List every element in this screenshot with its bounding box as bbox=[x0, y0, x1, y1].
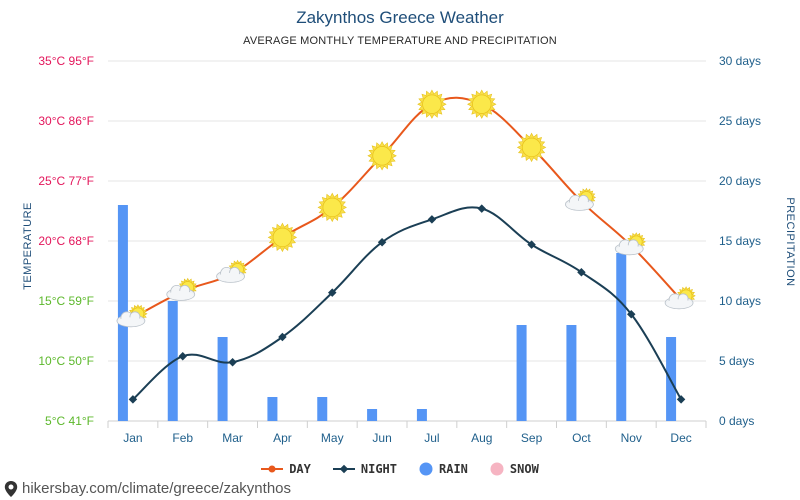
rain-bar bbox=[516, 325, 527, 421]
cloud-shape bbox=[614, 239, 644, 256]
cloud-shape bbox=[166, 284, 196, 301]
cloud-fill bbox=[217, 272, 244, 282]
x-tick-label: Sep bbox=[521, 431, 543, 445]
sun-icon bbox=[467, 89, 497, 119]
legend: DAY NIGHT RAIN SNOW bbox=[0, 462, 800, 476]
cloud-sun-icon bbox=[116, 304, 148, 328]
y-left-tick-label: 5°C 41°F bbox=[45, 414, 94, 428]
y-right-tick-label: 15 days bbox=[719, 234, 761, 248]
sun-icon bbox=[516, 132, 547, 163]
night-point bbox=[577, 267, 586, 277]
cloud-sun-icon bbox=[166, 277, 198, 301]
x-tick-label: Jan bbox=[123, 431, 142, 445]
cloud-sun-icon bbox=[614, 232, 646, 256]
y-right-tick-label: 30 days bbox=[719, 54, 761, 68]
x-tick-label: Feb bbox=[172, 431, 193, 445]
x-tick-label: Jun bbox=[372, 431, 391, 445]
night-point bbox=[128, 395, 138, 404]
rain-bar bbox=[217, 337, 228, 421]
cloud-shape bbox=[664, 293, 694, 310]
cloud-shape bbox=[116, 311, 146, 328]
rain-bar bbox=[616, 253, 627, 421]
cloud-fill bbox=[666, 299, 693, 309]
rain-bar bbox=[566, 325, 577, 421]
night-point bbox=[676, 395, 686, 404]
cloud-fill bbox=[566, 200, 593, 210]
legend-day-label: DAY bbox=[289, 462, 311, 476]
night-point bbox=[627, 309, 636, 319]
night-point bbox=[228, 357, 237, 367]
x-tick-label: Dec bbox=[670, 431, 691, 445]
x-tick-label: Apr bbox=[273, 431, 292, 445]
y-left-tick-label: 25°C 77°F bbox=[38, 174, 94, 188]
cloud-shape bbox=[565, 194, 594, 211]
sun-core bbox=[521, 137, 542, 158]
night-point bbox=[178, 351, 187, 361]
cloud-sun-icon bbox=[664, 286, 696, 310]
y-right-tick-label: 10 days bbox=[719, 294, 761, 308]
legend-night-label: NIGHT bbox=[360, 462, 397, 476]
day-line-icon bbox=[261, 465, 284, 473]
night-point bbox=[477, 204, 486, 213]
x-tick-label: May bbox=[321, 431, 344, 445]
night-line bbox=[132, 206, 682, 401]
sun-icon bbox=[317, 192, 347, 223]
sun-core bbox=[422, 94, 442, 114]
chart-subtitle: AVERAGE MONTHLY TEMPERATURE AND PRECIPIT… bbox=[243, 35, 557, 47]
y-left-tick-label: 20°C 68°F bbox=[38, 234, 94, 248]
location-pin-icon bbox=[4, 480, 18, 497]
y-left-tick-label: 15°C 59°F bbox=[38, 294, 94, 308]
night-line-icon bbox=[332, 464, 355, 474]
snow-dot-icon bbox=[490, 462, 504, 476]
sun-core bbox=[471, 94, 492, 114]
chart-title: Zakynthos Greece Weather bbox=[296, 8, 504, 27]
night-point bbox=[377, 237, 387, 247]
sun-icon bbox=[417, 89, 447, 119]
sun-core bbox=[322, 197, 342, 218]
rain-bar bbox=[416, 409, 427, 421]
legend-rain[interactable]: RAIN bbox=[419, 462, 468, 476]
rain-bar bbox=[267, 397, 278, 421]
y-left-tick-label: 35°C 95°F bbox=[38, 54, 94, 68]
y-right-tick-label: 25 days bbox=[719, 114, 761, 128]
night-point bbox=[427, 215, 437, 224]
x-tick-label: Mar bbox=[222, 431, 243, 445]
sun-core bbox=[372, 146, 392, 166]
footer-link[interactable]: hikersbay.com/climate/greece/zakynthos bbox=[22, 480, 292, 497]
legend-day[interactable]: DAY bbox=[261, 462, 311, 476]
cloud-sun-icon bbox=[565, 187, 597, 211]
cloud-fill bbox=[616, 245, 643, 255]
sun-icon bbox=[267, 222, 298, 253]
cloud-fill bbox=[117, 317, 144, 327]
rain-bar bbox=[317, 397, 328, 421]
y-right-tick-label: 20 days bbox=[719, 174, 761, 188]
footer[interactable]: hikersbay.com/climate/greece/zakynthos bbox=[4, 480, 291, 497]
cloud-fill bbox=[167, 290, 194, 300]
cloud-shape bbox=[216, 266, 245, 283]
y-left-tick-label: 10°C 50°F bbox=[38, 354, 94, 368]
y-right-tick-label: 5 days bbox=[719, 354, 754, 368]
legend-night[interactable]: NIGHT bbox=[332, 462, 397, 476]
legend-rain-label: RAIN bbox=[439, 462, 468, 476]
rain-bar bbox=[367, 409, 378, 421]
x-tick-label: Jul bbox=[424, 431, 439, 445]
legend-snow-label: SNOW bbox=[509, 462, 539, 476]
rain-dot-icon bbox=[419, 462, 433, 476]
x-tick-label: Aug bbox=[471, 431, 492, 445]
legend-snow[interactable]: SNOW bbox=[490, 462, 539, 476]
y-right-tick-label: 0 days bbox=[719, 414, 754, 428]
night-point bbox=[328, 288, 337, 297]
cloud-sun-icon bbox=[216, 259, 248, 283]
y-left-tick-label: 30°C 86°F bbox=[38, 114, 94, 128]
sun-icon bbox=[367, 141, 397, 171]
sun-core bbox=[272, 227, 293, 248]
x-tick-label: Oct bbox=[572, 431, 591, 445]
night-point bbox=[278, 332, 287, 342]
x-tick-label: Nov bbox=[621, 431, 642, 445]
